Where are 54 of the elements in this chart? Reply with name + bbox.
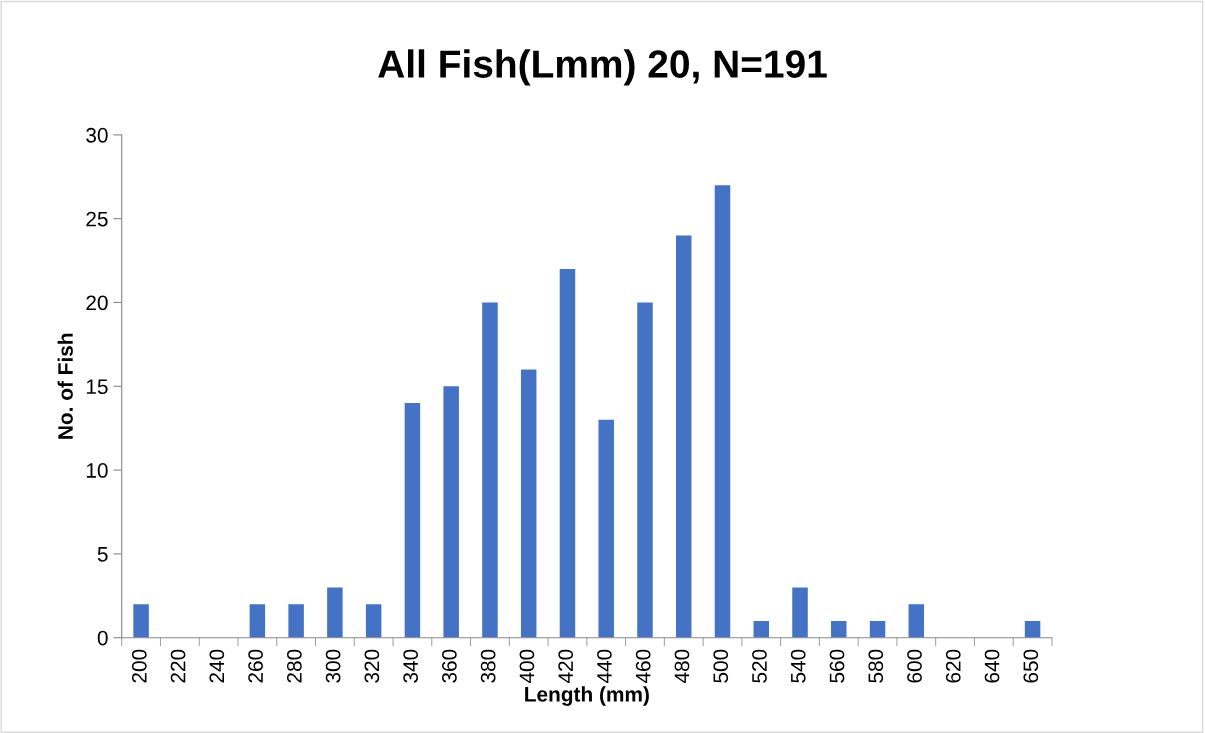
x-tick-label: 440: [597, 649, 612, 684]
bar: [482, 302, 498, 638]
x-tick-label: 280: [286, 649, 302, 683]
x-tick-label: 200: [131, 649, 147, 683]
x-tick-label: 650: [1023, 649, 1039, 683]
y-tick-label: 20: [86, 295, 108, 311]
x-tick-label: 360: [442, 649, 457, 683]
x-axis-title: Length (mm): [525, 686, 649, 706]
bar: [288, 604, 304, 638]
bar: [869, 620, 886, 638]
y-tick-label: 10: [86, 463, 108, 478]
x-tick-label: 380: [480, 649, 496, 683]
bar: [831, 620, 847, 638]
y-tick-label: 5: [97, 547, 108, 562]
bar: [249, 604, 266, 638]
x-tick-label: 460: [635, 649, 651, 684]
x-tick-label: 220: [170, 649, 186, 683]
x-tick-label: 240: [209, 649, 225, 683]
bar: [365, 604, 382, 638]
bar: [714, 185, 731, 638]
y-tick-label: 25: [86, 211, 108, 227]
x-tick-label: 520: [752, 649, 767, 683]
x-tick-label: 640: [984, 649, 1000, 683]
bar: [908, 604, 925, 638]
x-tick-label: 340: [403, 649, 418, 683]
y-axis-title: No. of Fish: [57, 333, 73, 439]
bar: [598, 419, 614, 638]
bar: [1024, 620, 1041, 638]
chart-title: All Fish(Lmm) 20, N=191: [378, 49, 827, 86]
bar: [327, 587, 343, 638]
x-tick-label: 480: [674, 649, 690, 684]
x-tick-label: 600: [907, 649, 922, 683]
x-tick-label: 420: [558, 649, 574, 684]
y-tick-label: 0: [97, 630, 108, 646]
y-tick-label: 15: [86, 379, 108, 395]
bar: [404, 403, 421, 638]
x-tick-label: 560: [829, 649, 845, 683]
x-tick-label: 580: [868, 649, 884, 683]
x-tick-label: 540: [790, 649, 806, 683]
x-tick-label: 300: [325, 649, 341, 683]
bar: [753, 620, 770, 638]
bar: [133, 604, 149, 638]
bar: [637, 302, 653, 638]
y-tick-label: 30: [86, 127, 108, 143]
x-tick-label: 320: [364, 649, 380, 683]
bar: [443, 386, 459, 638]
x-tick-label: 400: [519, 649, 535, 684]
bar: [520, 369, 537, 638]
bar: [792, 587, 808, 638]
x-tick-label: 500: [713, 649, 729, 683]
x-tick-label: 620: [945, 649, 961, 683]
x-tick-label: 260: [248, 649, 263, 683]
bar: [675, 235, 692, 638]
bar: [559, 268, 576, 638]
